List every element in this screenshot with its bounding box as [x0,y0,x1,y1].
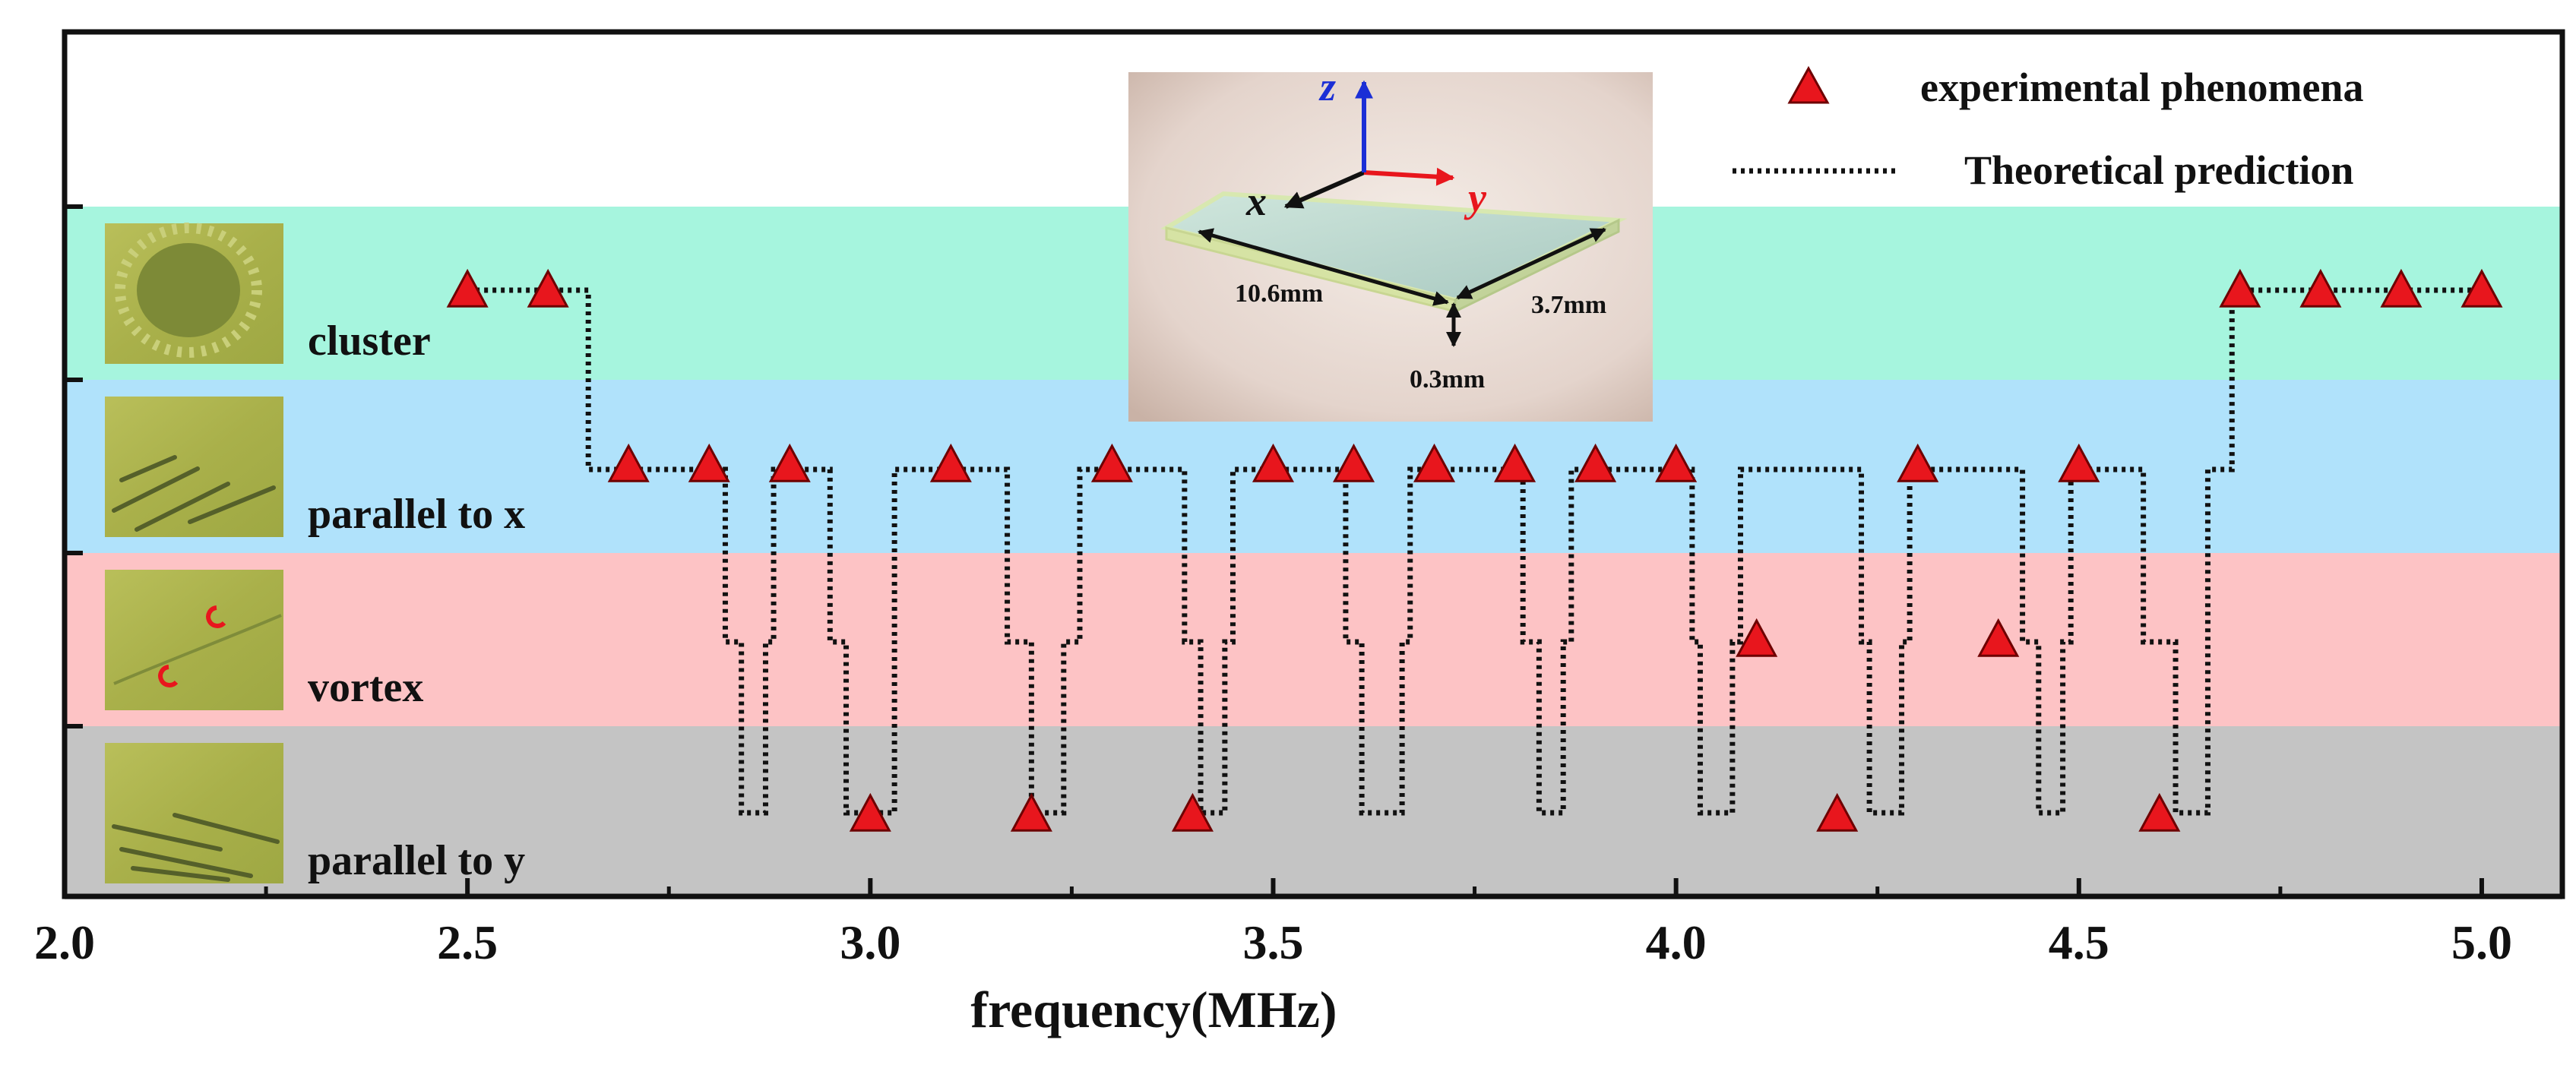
experimental-point-4_3 [1897,443,1939,482]
experimental-point-3_4 [1171,792,1214,832]
thickness-dimension-label: 0.3mm [1410,365,1485,393]
legend-theory-label: Theoretical prediction [1964,147,2353,193]
y-axis-arrow [1363,167,1455,186]
experimental-point-3_8 [1494,443,1536,482]
vortex-swirl-icon [206,605,226,628]
particle-streak [134,482,230,532]
x-tick-label: 2.0 [34,915,95,969]
experimental-point-3_5 [1252,443,1294,482]
experimental-point-4_2 [1816,792,1859,832]
experimental-point-4_1 [1736,618,1778,657]
vortex-streak [113,614,282,685]
thumbnail-frame [105,570,283,710]
experimental-point-4_9 [2380,268,2423,308]
length-dimension-label: 10.6mm [1235,280,1323,308]
cluster-halo [115,223,262,358]
particle-streak [188,485,276,524]
experimental-point-3_9 [1574,443,1617,482]
experimental-point-4_7 [2219,268,2261,308]
experimental-point-3_7 [1413,443,1456,482]
band-label-vortex: vortex [308,664,423,711]
x-tick-label: 3.5 [1242,915,1303,969]
width-dimension-label: 3.7mm [1531,291,1606,319]
vortex-swirl-icon [158,665,179,687]
experimental-point-2_7 [607,443,650,482]
legend-triangle-marker [1787,65,1830,104]
experimental-point-3_2 [1010,792,1052,832]
thumbnail-frame [105,397,283,537]
experimental-point-5 [2460,268,2503,308]
plot-frame [62,29,2565,899]
experimental-point-2_9 [768,443,811,482]
substrate-inset: x y z 10.6mm 3.7mm 0.3mm [1128,64,1653,422]
particle-streak [119,455,177,482]
length-dimension-arrow [1198,228,1449,306]
cluster-blob [137,243,240,337]
experimental-point-3_3 [1090,443,1133,482]
experimental-point-3_6 [1333,443,1375,482]
experimental-point-3 [849,792,891,832]
inset-z-label: z [1318,64,1336,109]
thumbnail-frame [105,743,283,883]
x-tick-label: 4.5 [2049,915,2109,969]
thumbnail-parallel-to-x [105,397,283,537]
x-axis-arrow [1283,170,1366,209]
axes: 2.0 2.5 3.0 3.5 4.0 4.5 5.0 frequency(MHz) [34,29,2565,1038]
x-tick-label: 4.0 [1646,915,1707,969]
width-dimension-arrow [1456,227,1606,300]
experimental-point-4_6 [2138,792,2181,832]
particle-streak [112,466,200,513]
experimental-point-2_8 [688,443,730,482]
x-tick-label: 3.0 [840,915,900,969]
particle-streak [131,866,230,882]
band-parallel-to-y [65,726,2562,899]
x-tick-label: 2.5 [437,915,498,969]
thumbnail-parallel-to-y [105,743,283,883]
experimental-point-4 [1655,443,1698,482]
experimental-point-4_8 [2299,268,2342,308]
x-tick-label: 5.0 [2451,915,2512,969]
thumbnail-vortex [105,570,283,710]
particle-streak [119,847,253,878]
legend: experimental phenomena Theoretical predi… [1733,65,2363,193]
experimental-point-4_5 [2058,443,2100,482]
band-label-cluster: cluster [308,318,431,365]
experimental-point-2_5 [446,268,489,308]
experimental-phenomena-series [446,268,2503,832]
inset-x-label: x [1245,179,1267,224]
particle-streak [112,824,223,852]
state-thumbnails [105,223,283,883]
legend-experimental-label: experimental phenomena [1920,65,2363,110]
x-axis-title: frequency(MHz) [970,981,1337,1038]
band-vortex [65,553,2562,726]
particle-streak [172,813,280,844]
band-label-parallel-to-x: parallel to x [308,491,525,538]
experimental-point-3_1 [929,443,972,482]
band-label-parallel-to-y: parallel to y [308,837,525,884]
inset-y-label: y [1464,175,1487,220]
state-band-labels: cluster parallel to x vortex parallel to y [308,318,525,884]
experimental-point-4_4 [1977,618,2020,657]
experimental-point-2_6 [527,268,569,308]
thumbnail-cluster [105,223,283,364]
